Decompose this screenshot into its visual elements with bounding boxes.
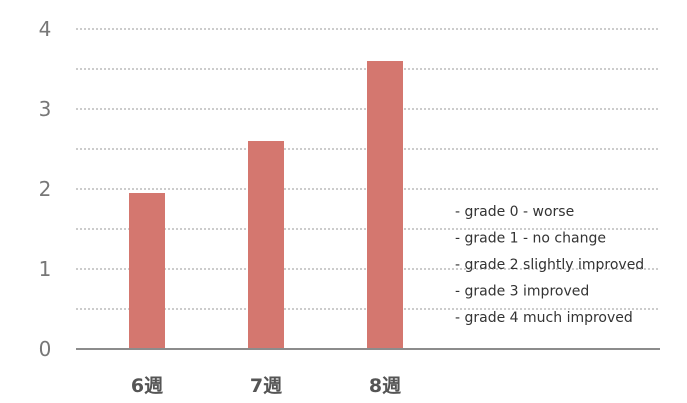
grade-note: - grade 2 slightly improved [455,257,644,273]
grade-note: - grade 4 much improved [455,310,633,326]
grade-legend-notes: - grade 0 - worse - grade 1 - no change - … [455,204,644,326]
grade-note: - grade 0 - worse [455,204,574,220]
bar [129,193,165,349]
y-tick-label: 0 [39,337,52,361]
x-axis-ticks: 6週 7週 8週 [131,375,401,397]
bars [129,61,403,349]
x-tick-label: 7週 [250,375,282,397]
y-tick-label: 4 [39,17,52,41]
grade-note: - grade 3 improved [455,284,589,300]
grade-note: - grade 1 - no change [455,231,606,247]
bar [248,141,284,349]
x-tick-label: 8週 [369,375,401,397]
y-tick-label: 2 [39,177,52,201]
bar [367,61,403,349]
y-tick-label: 1 [39,257,52,281]
x-tick-label: 6週 [131,375,163,397]
y-axis-ticks: 0 1 2 3 4 [39,17,52,361]
y-tick-label: 3 [39,97,52,121]
